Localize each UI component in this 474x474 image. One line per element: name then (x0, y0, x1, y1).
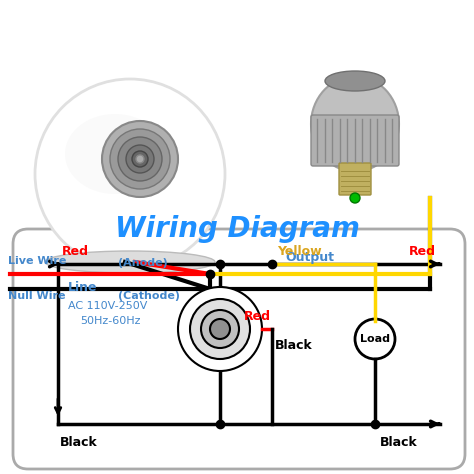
Text: (Anode): (Anode) (118, 258, 168, 268)
Text: (Cathode): (Cathode) (118, 291, 180, 301)
Circle shape (190, 299, 250, 359)
Text: Red: Red (409, 245, 436, 258)
Circle shape (110, 129, 170, 189)
Text: Red: Red (244, 310, 271, 323)
Text: Red: Red (62, 245, 89, 258)
Circle shape (126, 145, 154, 173)
Text: Load: Load (360, 334, 390, 344)
Circle shape (201, 310, 239, 348)
Text: Output: Output (285, 251, 335, 264)
FancyBboxPatch shape (339, 163, 371, 195)
Circle shape (355, 319, 395, 359)
Text: 50Hz-60Hz: 50Hz-60Hz (80, 316, 140, 326)
Ellipse shape (325, 71, 385, 91)
FancyBboxPatch shape (13, 229, 465, 469)
Text: AC 110V-250V: AC 110V-250V (68, 301, 147, 311)
Text: Black: Black (275, 339, 313, 352)
Ellipse shape (65, 114, 165, 194)
Circle shape (178, 287, 262, 371)
Circle shape (210, 319, 230, 339)
Text: Line: Line (68, 281, 98, 294)
Circle shape (102, 121, 178, 197)
Text: Null Wire: Null Wire (8, 291, 65, 301)
Circle shape (118, 137, 162, 181)
FancyBboxPatch shape (311, 115, 399, 166)
Text: Wiring Diagram: Wiring Diagram (115, 215, 359, 243)
Text: Yellow: Yellow (277, 245, 322, 258)
Circle shape (35, 79, 225, 269)
Circle shape (136, 155, 144, 163)
Circle shape (350, 193, 360, 203)
Text: Black: Black (380, 436, 418, 449)
Text: Black: Black (60, 436, 98, 449)
Ellipse shape (311, 76, 399, 172)
Circle shape (132, 151, 148, 167)
Ellipse shape (45, 251, 215, 273)
Text: Live Wire: Live Wire (8, 256, 66, 266)
